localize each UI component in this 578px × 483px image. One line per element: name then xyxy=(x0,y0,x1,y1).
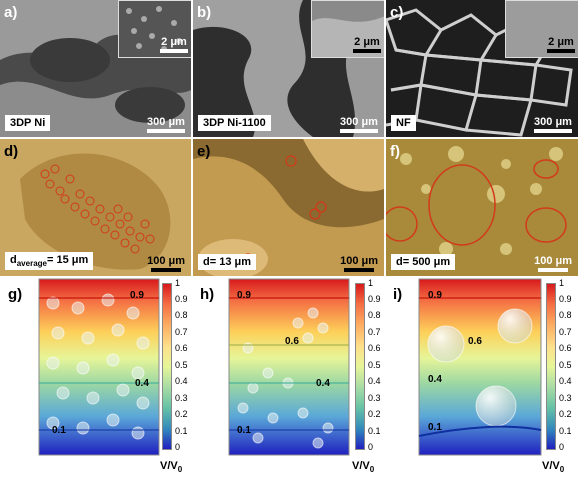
level-label-i-1: 0.6 xyxy=(468,336,482,347)
tick-g-10: 0 xyxy=(175,442,181,452)
tick-h-5: 0.5 xyxy=(368,360,381,370)
sample-tag-e: d= 13 μm xyxy=(198,254,257,270)
scale-bar-f: 100 μm xyxy=(534,255,572,272)
tick-g-2: 0.8 xyxy=(175,310,188,320)
panel-label-b: b) xyxy=(197,4,212,21)
tick-g-6: 0.4 xyxy=(175,376,188,386)
sample-tag-c: NF xyxy=(391,115,416,131)
tick-h-8: 0.2 xyxy=(368,409,381,419)
tick-g-7: 0.3 xyxy=(175,393,188,403)
sample-tag-f: d= 500 μm xyxy=(391,254,456,270)
panel-label-e: e) xyxy=(197,143,211,160)
tick-h-6: 0.4 xyxy=(368,376,381,386)
level-label-g-2: 0.1 xyxy=(52,425,66,436)
panel-c-sem: 2 μm c) NF 300 μm xyxy=(386,0,578,137)
panel-d-optical: d) daverage= 15 μm 100 μm xyxy=(0,139,191,276)
panel-e-optical: e) d= 13 μm 100 μm xyxy=(193,139,384,276)
tick-i-3: 0.7 xyxy=(559,327,572,337)
colorbar-h xyxy=(355,283,365,450)
level-label-h-3: 0.1 xyxy=(237,425,251,436)
colorbar-unit-g: V/V0 xyxy=(160,460,183,475)
tick-g-5: 0.5 xyxy=(175,360,188,370)
scale-bar-e: 100 μm xyxy=(340,255,378,272)
colorbar-unit-i: V/V0 xyxy=(542,460,565,475)
inset-scale-a: 2 μm xyxy=(160,36,188,53)
level-label-g-1: 0.4 xyxy=(135,378,149,389)
panel-label-i: i) xyxy=(393,286,403,303)
tick-i-2: 0.8 xyxy=(559,310,572,320)
tick-h-2: 0.8 xyxy=(368,310,381,320)
tick-h-0: 1 xyxy=(368,278,374,288)
panel-f-optical: f) d= 500 μm 100 μm xyxy=(386,139,578,276)
scale-bar-b: 300 μm xyxy=(340,116,378,133)
tick-g-4: 0.6 xyxy=(175,343,188,353)
simulation-g xyxy=(38,278,160,456)
level-label-h-1: 0.6 xyxy=(285,336,299,347)
tick-h-10: 0 xyxy=(368,442,374,452)
simulation-i xyxy=(418,278,542,456)
level-label-i-3: 0.1 xyxy=(428,422,442,433)
optical-image-f xyxy=(386,139,578,276)
tick-i-5: 0.5 xyxy=(559,360,572,370)
tick-i-1: 0.9 xyxy=(559,294,572,304)
inset-scale-b: 2 μm xyxy=(353,36,381,53)
panel-a-sem: 2 μm a) 3DP Ni 300 μm xyxy=(0,0,191,137)
tick-h-7: 0.3 xyxy=(368,393,381,403)
sample-tag-d: daverage= 15 μm xyxy=(5,251,94,270)
tick-g-9: 0.1 xyxy=(175,426,188,436)
scale-bar-a: 300 μm xyxy=(147,116,185,133)
tick-h-3: 0.7 xyxy=(368,327,381,337)
tick-h-9: 0.1 xyxy=(368,426,381,436)
tick-i-6: 0.4 xyxy=(559,376,572,386)
tick-i-8: 0.2 xyxy=(559,409,572,419)
tick-i-0: 1 xyxy=(559,278,565,288)
inset-a: 2 μm xyxy=(118,0,191,58)
level-label-g-0: 0.9 xyxy=(130,290,144,301)
level-label-h-0: 0.9 xyxy=(237,290,251,301)
panel-label-c: c) xyxy=(390,4,404,21)
sample-tag-b: 3DP Ni-1100 xyxy=(198,115,271,131)
sample-tag-a: 3DP Ni xyxy=(5,115,51,131)
tick-g-1: 0.9 xyxy=(175,294,188,304)
tick-h-1: 0.9 xyxy=(368,294,381,304)
level-label-h-2: 0.4 xyxy=(316,378,330,389)
level-label-i-2: 0.4 xyxy=(428,374,442,385)
inset-c: 2 μm xyxy=(505,0,578,58)
panel-label-h: h) xyxy=(200,286,215,303)
panel-label-a: a) xyxy=(4,4,18,21)
tick-g-3: 0.7 xyxy=(175,327,188,337)
tick-i-4: 0.6 xyxy=(559,343,572,353)
inset-b: 2 μm xyxy=(311,0,384,58)
colorbar-unit-h: V/V0 xyxy=(352,460,375,475)
tick-i-7: 0.3 xyxy=(559,393,572,403)
level-label-i-0: 0.9 xyxy=(428,290,442,301)
simulation-h xyxy=(228,278,350,456)
panel-label-f: f) xyxy=(390,143,400,160)
scale-bar-d: 100 μm xyxy=(147,255,185,272)
tick-i-10: 0 xyxy=(559,442,565,452)
tick-h-4: 0.6 xyxy=(368,343,381,353)
panel-label-g: g) xyxy=(8,286,23,303)
panel-b-sem: 2 μm b) 3DP Ni-1100 300 μm xyxy=(193,0,384,137)
inset-scale-c: 2 μm xyxy=(547,36,575,53)
colorbar-g xyxy=(162,283,172,450)
tick-g-8: 0.2 xyxy=(175,409,188,419)
tick-g-0: 1 xyxy=(175,278,181,288)
scale-bar-c: 300 μm xyxy=(534,116,572,133)
tick-i-9: 0.1 xyxy=(559,426,572,436)
panel-label-d: d) xyxy=(4,143,19,160)
optical-image-d xyxy=(0,139,191,276)
colorbar-i xyxy=(546,283,556,450)
